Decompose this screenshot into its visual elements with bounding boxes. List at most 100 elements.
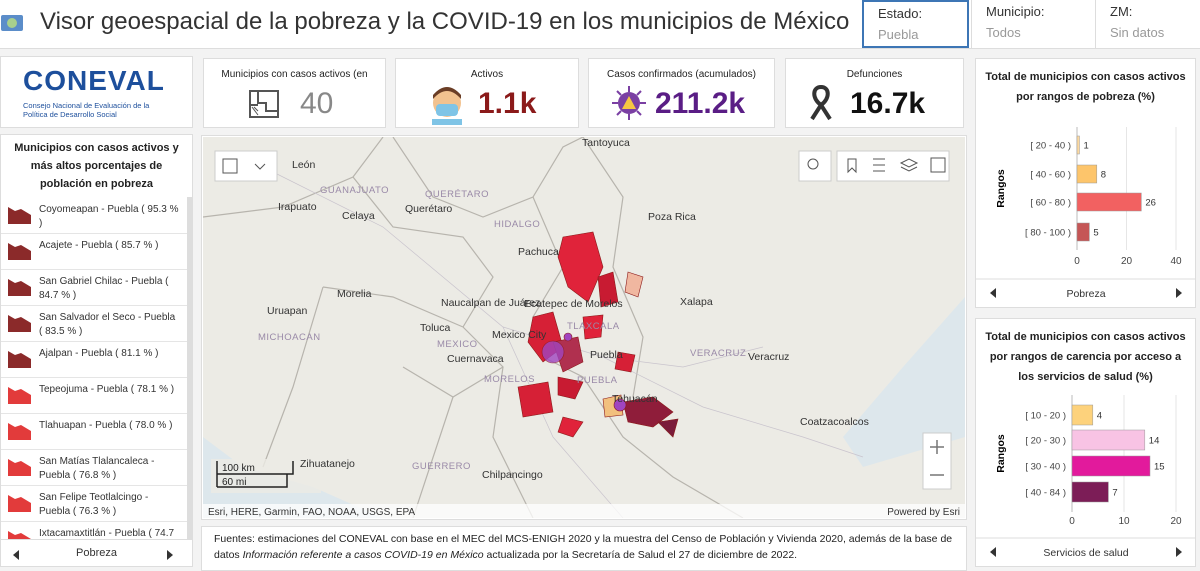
gulf xyxy=(673,137,965,467)
chart-panel: Total de municipios con casos activos po… xyxy=(975,58,1196,308)
list-icon xyxy=(873,158,885,172)
indicator-card: Activos 1.1k xyxy=(395,58,579,128)
bar[interactable] xyxy=(1071,481,1109,503)
map[interactable]: 100 km 60 mi Esri, HERE, Garmin, FAO, NO… xyxy=(203,137,965,518)
indicator-card: Casos confirmados (acumulados) 211.2k xyxy=(588,58,775,128)
item-icon xyxy=(8,495,31,512)
filter-label: ZM: xyxy=(1110,4,1133,19)
ranking-item[interactable]: Tepeojuma - Puebla ( 78.1 % ) xyxy=(1,377,187,414)
bar[interactable] xyxy=(1076,135,1080,155)
basemap-button[interactable] xyxy=(214,150,278,182)
scale-km: 100 km xyxy=(222,463,255,474)
icon-shape xyxy=(8,531,31,539)
indicator-value: 1.1k xyxy=(478,87,537,120)
city-label: Tehuacán xyxy=(612,393,658,405)
scale-bar xyxy=(216,461,294,488)
layers-icon xyxy=(899,158,919,172)
icon-shape xyxy=(8,459,31,476)
x-tick-label: 10 xyxy=(1118,516,1130,527)
indicator-card: Defunciones 16.7k xyxy=(785,58,964,128)
item-text: San Salvador el Seco - Puebla ( 83.5 % ) xyxy=(39,312,176,337)
filter-estado[interactable]: Estado: Puebla xyxy=(862,0,969,48)
nav-prev[interactable] xyxy=(13,550,21,560)
logo-subtitle: Consejo Nacional de Evaluación de la Pol… xyxy=(23,101,150,119)
nav-prev[interactable] xyxy=(990,547,996,557)
nav-next[interactable] xyxy=(1176,288,1182,298)
ranking-item[interactable]: Ixtacamaxtitlán - Puebla ( 74.7 xyxy=(1,521,187,539)
y-tick-label: [ 20 - 40 ) xyxy=(1030,141,1071,152)
item-text: San Felipe Teotlalcingo - Puebla ( 76.3 … xyxy=(39,492,149,517)
scrollbar xyxy=(187,197,192,539)
value-label: 7 xyxy=(1112,488,1117,499)
nav-next[interactable] xyxy=(1176,547,1182,557)
ranking-item[interactable]: San Salvador el Seco - Puebla ( 83.5 % ) xyxy=(1,305,187,342)
filter-zm[interactable]: ZM: Sin datos xyxy=(1095,0,1200,48)
state-label: VERACRUZ xyxy=(690,348,746,359)
indicator-label: Defunciones xyxy=(846,69,903,80)
state-label: GUERRERO xyxy=(412,461,471,472)
city-label: Irapuato xyxy=(278,201,317,213)
item-icon xyxy=(8,243,31,260)
ranking-title: Municipios con casos activos y más altos… xyxy=(14,142,179,190)
sources: Fuentes: estimaciones del CONEVAL con ba… xyxy=(201,526,967,571)
state-label: MICHOACAN xyxy=(258,332,321,343)
zoom-icons xyxy=(930,440,944,476)
icon-shape xyxy=(8,387,31,404)
city-label: Naucalpan de Juárez xyxy=(441,297,540,309)
tools[interactable] xyxy=(836,150,950,182)
ranking-item[interactable]: San Matías Tlalancaleca - Puebla ( 76.8 … xyxy=(1,449,187,486)
ranking-item[interactable]: Tlahuapan - Puebla ( 78.0 % ) xyxy=(1,413,187,450)
y-tick-label: [ 10 - 20 ) xyxy=(1025,411,1066,422)
city-label: Ecatepec de Morelos xyxy=(524,298,623,310)
icon xyxy=(254,163,266,170)
item-text: Tepeojuma - Puebla ( 78.1 % ) xyxy=(39,384,175,395)
value-label: 26 xyxy=(1145,198,1156,209)
value-label: 4 xyxy=(1097,411,1102,422)
city-label: Coatzacoalcos xyxy=(800,416,869,428)
bar[interactable] xyxy=(1076,222,1090,242)
state-label: GUANAJUATO xyxy=(320,185,389,196)
y-axis-title: Rangos xyxy=(995,434,1007,473)
ranking-item[interactable]: San Gabriel Chilac - Puebla ( 84.7 % ) xyxy=(1,269,187,306)
item-icon xyxy=(8,315,31,332)
bar[interactable] xyxy=(1071,455,1151,477)
sources-text: actualizada por la Secretaría de Salud e… xyxy=(483,549,798,561)
ranking-item[interactable]: Coyomeapan - Puebla ( 95.3 % ) xyxy=(1,197,187,234)
nav-prev[interactable] xyxy=(990,288,996,298)
item-text: San Gabriel Chilac - Puebla ( 84.7 % ) xyxy=(39,276,169,301)
filter-value: Todos xyxy=(986,25,1021,40)
y-tick-label: [ 80 - 100 ) xyxy=(1025,228,1071,239)
value-label: 8 xyxy=(1101,170,1106,181)
ranking-item[interactable]: Ajalpan - Puebla ( 81.1 % ) xyxy=(1,341,187,378)
filter-municipio[interactable]: Municipio: Todos xyxy=(971,0,1091,48)
indicator-card: Municipios con casos activos (en 40 xyxy=(203,58,386,128)
x-tick-label: 0 xyxy=(1069,516,1075,527)
bookmark-icon xyxy=(847,158,857,174)
nav-next[interactable] xyxy=(167,550,175,560)
icon-shape xyxy=(8,495,31,512)
icon-shape xyxy=(8,243,31,260)
indicator-value: 211.2k xyxy=(655,87,746,120)
city-label: León xyxy=(292,159,316,171)
ranking-item[interactable]: San Felipe Teotlalcingo - Puebla ( 76.3 … xyxy=(1,485,187,522)
city-label: Xalapa xyxy=(680,296,713,308)
indicator-label: Municipios con casos activos (en xyxy=(221,69,368,80)
icon-ribbon xyxy=(810,85,832,121)
nav-label: Servicios de salud xyxy=(1043,547,1128,559)
state-label: MEXICO xyxy=(437,339,477,350)
filter-value: Puebla xyxy=(878,27,919,42)
bar[interactable] xyxy=(1071,429,1146,451)
icon-virus xyxy=(612,86,646,120)
city-label: Toluca xyxy=(420,322,451,334)
state-label: QUERÉTARO xyxy=(425,189,489,200)
bar[interactable] xyxy=(1071,404,1094,426)
y-tick-label: [ 60 - 80 ) xyxy=(1030,198,1071,209)
bar[interactable] xyxy=(1076,164,1098,184)
municipalities xyxy=(517,231,679,438)
item-text: Coyomeapan - Puebla ( 95.3 % ) xyxy=(39,204,179,229)
search-button[interactable] xyxy=(798,150,832,182)
ranking-item[interactable]: Acajete - Puebla ( 85.7 % ) xyxy=(1,233,187,270)
bar[interactable] xyxy=(1076,192,1142,212)
